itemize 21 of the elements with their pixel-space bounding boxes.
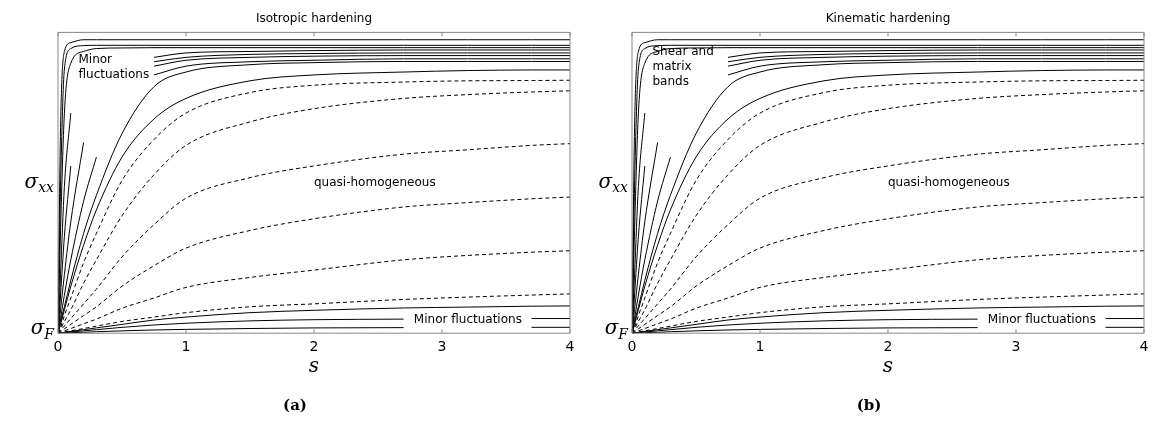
text: (b)	[855, 396, 883, 414]
chart-title: Isotropic hardening	[255, 11, 373, 26]
x-axis-title: s	[308, 353, 320, 378]
text: (a)	[282, 396, 308, 414]
annotation: Minor fluctuations	[78, 51, 150, 81]
x-axis-title: s	[882, 353, 894, 378]
annotation: quasi-homogeneous	[888, 174, 1010, 189]
x-tick-label: 0	[53, 338, 63, 355]
annotation: quasi-homogeneous	[314, 174, 436, 189]
annotation: Minor fluctuations	[987, 311, 1096, 326]
x-tick-label: 0	[627, 338, 637, 355]
chart-title: Kinematic hardening	[825, 11, 951, 26]
x-tick-label: 3	[1011, 338, 1021, 355]
x-tick-label: 4	[1139, 338, 1149, 355]
annotation: Minor fluctuations	[413, 311, 522, 326]
x-tick-label: 3	[437, 338, 447, 355]
x-tick-label: 1	[181, 338, 191, 355]
x-tick-label: 2	[309, 338, 319, 355]
x-tick-label: 1	[755, 338, 765, 355]
x-tick-label: 2	[883, 338, 893, 355]
x-tick-label: 4	[565, 338, 575, 355]
